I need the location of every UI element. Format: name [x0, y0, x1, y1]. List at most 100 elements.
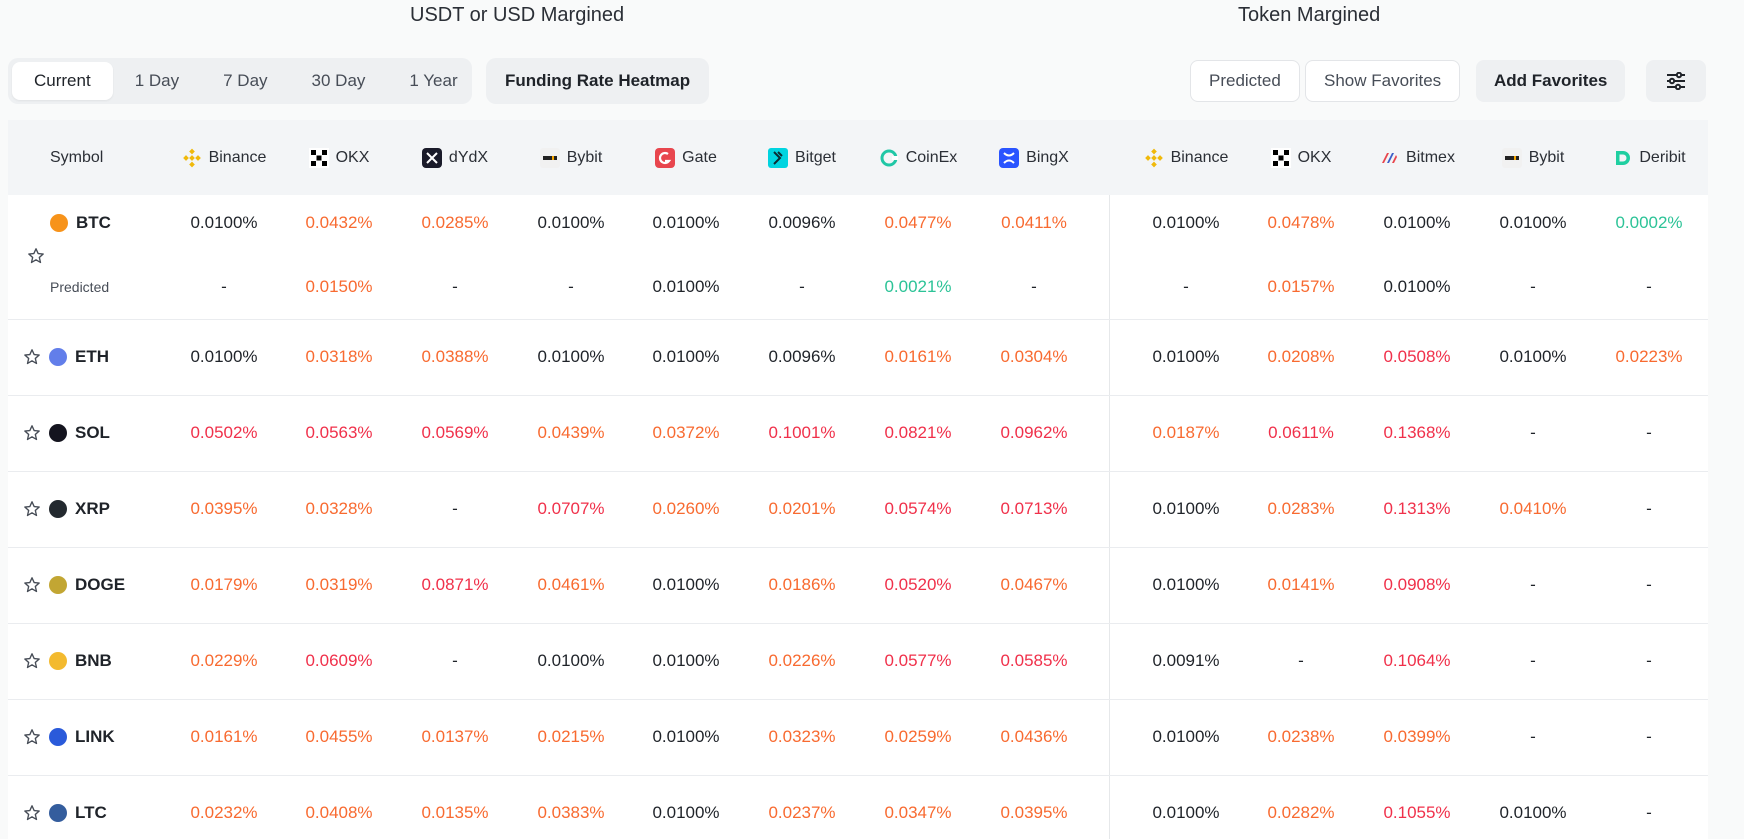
- rate-cell: 0.0141%: [1267, 575, 1335, 594]
- rate-cell: 0.0821%: [884, 423, 952, 442]
- predicted-rate-cell: -: [1646, 277, 1652, 296]
- usdt-binance-header: Binance: [182, 120, 266, 195]
- symbol-cell-link: LINK: [23, 727, 115, 747]
- rate-cell: 0.0508%: [1383, 347, 1451, 366]
- btc-coin-icon: [50, 214, 68, 232]
- settings-button[interactable]: [1646, 60, 1706, 102]
- rate-cell: 0.0100%: [1152, 347, 1220, 366]
- rate-cell: 0.0100%: [652, 575, 720, 594]
- symbol-cell-sol: SOL: [23, 423, 110, 443]
- symbol-cell-xrp: XRP: [23, 499, 110, 519]
- token-bitmex-header: Bitmex: [1379, 120, 1455, 195]
- bybit-logo-icon: [539, 147, 560, 168]
- rate-cell: 0.0467%: [1000, 575, 1068, 594]
- funding-rate-heatmap-button[interactable]: Funding Rate Heatmap: [486, 58, 710, 104]
- bingx-logo-icon: [999, 147, 1020, 168]
- usdt-margined-title: USDT or USD Margined: [410, 4, 625, 26]
- token-deribit-header: Deribit: [1612, 120, 1686, 195]
- predicted-rate-cell: 0.0150%: [305, 277, 373, 296]
- rate-cell: 0.1313%: [1383, 499, 1451, 518]
- symbol-name: BTC: [76, 213, 111, 232]
- predicted-rate-cell: 0.0100%: [652, 277, 720, 296]
- rate-cell: 0.0455%: [305, 727, 373, 746]
- symbol-cell-ltc: LTC: [23, 803, 107, 823]
- rate-cell: 0.0283%: [1267, 499, 1335, 518]
- exchange-name: Bybit: [1528, 148, 1565, 166]
- rate-cell: 0.0223%: [1615, 347, 1683, 366]
- favorite-star-icon[interactable]: [23, 728, 41, 746]
- rate-cell: 0.0100%: [652, 213, 720, 232]
- symbol-name: BNB: [75, 651, 112, 670]
- rate-cell: 0.0388%: [421, 347, 489, 366]
- favorite-star-icon[interactable]: [23, 424, 41, 442]
- rate-cell: 0.0161%: [190, 727, 258, 746]
- row-separator: [8, 547, 1708, 548]
- predicted-rate-cell: 0.0100%: [1383, 277, 1451, 296]
- show-favorites-button[interactable]: Show Favorites: [1305, 60, 1461, 102]
- symbol-name: SOL: [75, 423, 110, 442]
- favorite-star-icon[interactable]: [27, 247, 45, 265]
- rate-cell: 0.0502%: [190, 423, 258, 442]
- symbol-cell-bnb: BNB: [23, 651, 112, 671]
- symbol-name: DOGE: [75, 575, 126, 594]
- rate-cell: 0.0100%: [190, 213, 258, 232]
- rate-cell: 0.0100%: [1152, 499, 1220, 518]
- predicted-rate-cell: -: [452, 277, 458, 296]
- tab-current[interactable]: Current: [12, 62, 113, 100]
- symbol-name: XRP: [75, 499, 110, 518]
- rate-cell: 0.0318%: [305, 347, 373, 366]
- predicted-rate-cell: 0.0021%: [884, 277, 952, 296]
- symbol-cell-eth: ETH: [23, 347, 109, 367]
- exchange-name: Bitmex: [1406, 148, 1455, 166]
- rate-cell: 0.0611%: [1268, 423, 1334, 442]
- rate-cell: 0.0383%: [537, 803, 605, 822]
- favorite-star-icon[interactable]: [23, 348, 41, 366]
- row-separator: [8, 699, 1708, 700]
- tab-7-day[interactable]: 7 Day: [223, 71, 268, 90]
- exchange-name: Gate: [682, 148, 717, 166]
- rate-cell: 0.0439%: [537, 423, 605, 442]
- rate-cell: 0.0179%: [190, 575, 258, 594]
- favorite-star-icon[interactable]: [23, 500, 41, 518]
- rate-cell: -: [1530, 727, 1536, 746]
- rate-cell: 0.0569%: [421, 423, 489, 442]
- bybit-logo-icon: [1501, 147, 1522, 168]
- usdt-dydx-header: dYdX: [421, 120, 488, 195]
- rate-cell: 0.0328%: [305, 499, 373, 518]
- token-binance-header: Binance: [1144, 120, 1228, 195]
- sol-coin-icon: [49, 424, 67, 442]
- rate-cell: 0.0436%: [1000, 727, 1068, 746]
- tab-1-year[interactable]: 1 Year: [409, 71, 458, 90]
- rate-cell: 0.0282%: [1267, 803, 1335, 822]
- rate-cell: 0.0137%: [421, 727, 489, 746]
- rate-cell: 0.0100%: [1499, 213, 1567, 232]
- favorite-star-icon[interactable]: [23, 804, 41, 822]
- rate-cell: 0.0259%: [884, 727, 952, 746]
- rate-cell: 0.0100%: [652, 651, 720, 670]
- rate-cell: -: [1646, 499, 1652, 518]
- rate-cell: 0.0347%: [884, 803, 952, 822]
- predicted-button[interactable]: Predicted: [1190, 60, 1300, 102]
- row-separator: [8, 775, 1708, 776]
- rate-cell: 0.0100%: [190, 347, 258, 366]
- favorite-star-icon[interactable]: [23, 576, 41, 594]
- rate-cell: 0.1001%: [768, 423, 836, 442]
- exchange-name: CoinEx: [905, 148, 958, 166]
- rate-cell: -: [1646, 651, 1652, 670]
- row-separator: [8, 623, 1708, 624]
- rate-cell: 0.0100%: [1383, 213, 1451, 232]
- rate-cell: 0.0100%: [1499, 347, 1567, 366]
- tab-1-day[interactable]: 1 Day: [134, 71, 180, 90]
- dydx-logo-icon: [421, 147, 442, 168]
- add-favorites-button[interactable]: Add Favorites: [1476, 60, 1626, 102]
- predicted-row-label: Predicted: [50, 279, 110, 295]
- favorite-star-icon[interactable]: [23, 652, 41, 670]
- token-bybit-header: Bybit: [1501, 120, 1565, 195]
- rate-cell: 0.0100%: [1152, 575, 1220, 594]
- symbol-cell-btc: BTC: [50, 213, 111, 233]
- rate-cell: 0.0609%: [305, 651, 373, 670]
- tab-30-day[interactable]: 30 Day: [311, 71, 366, 90]
- row-separator: [8, 395, 1708, 396]
- rate-cell: 0.0871%: [421, 575, 489, 594]
- symbol-cell-doge: DOGE: [23, 575, 125, 595]
